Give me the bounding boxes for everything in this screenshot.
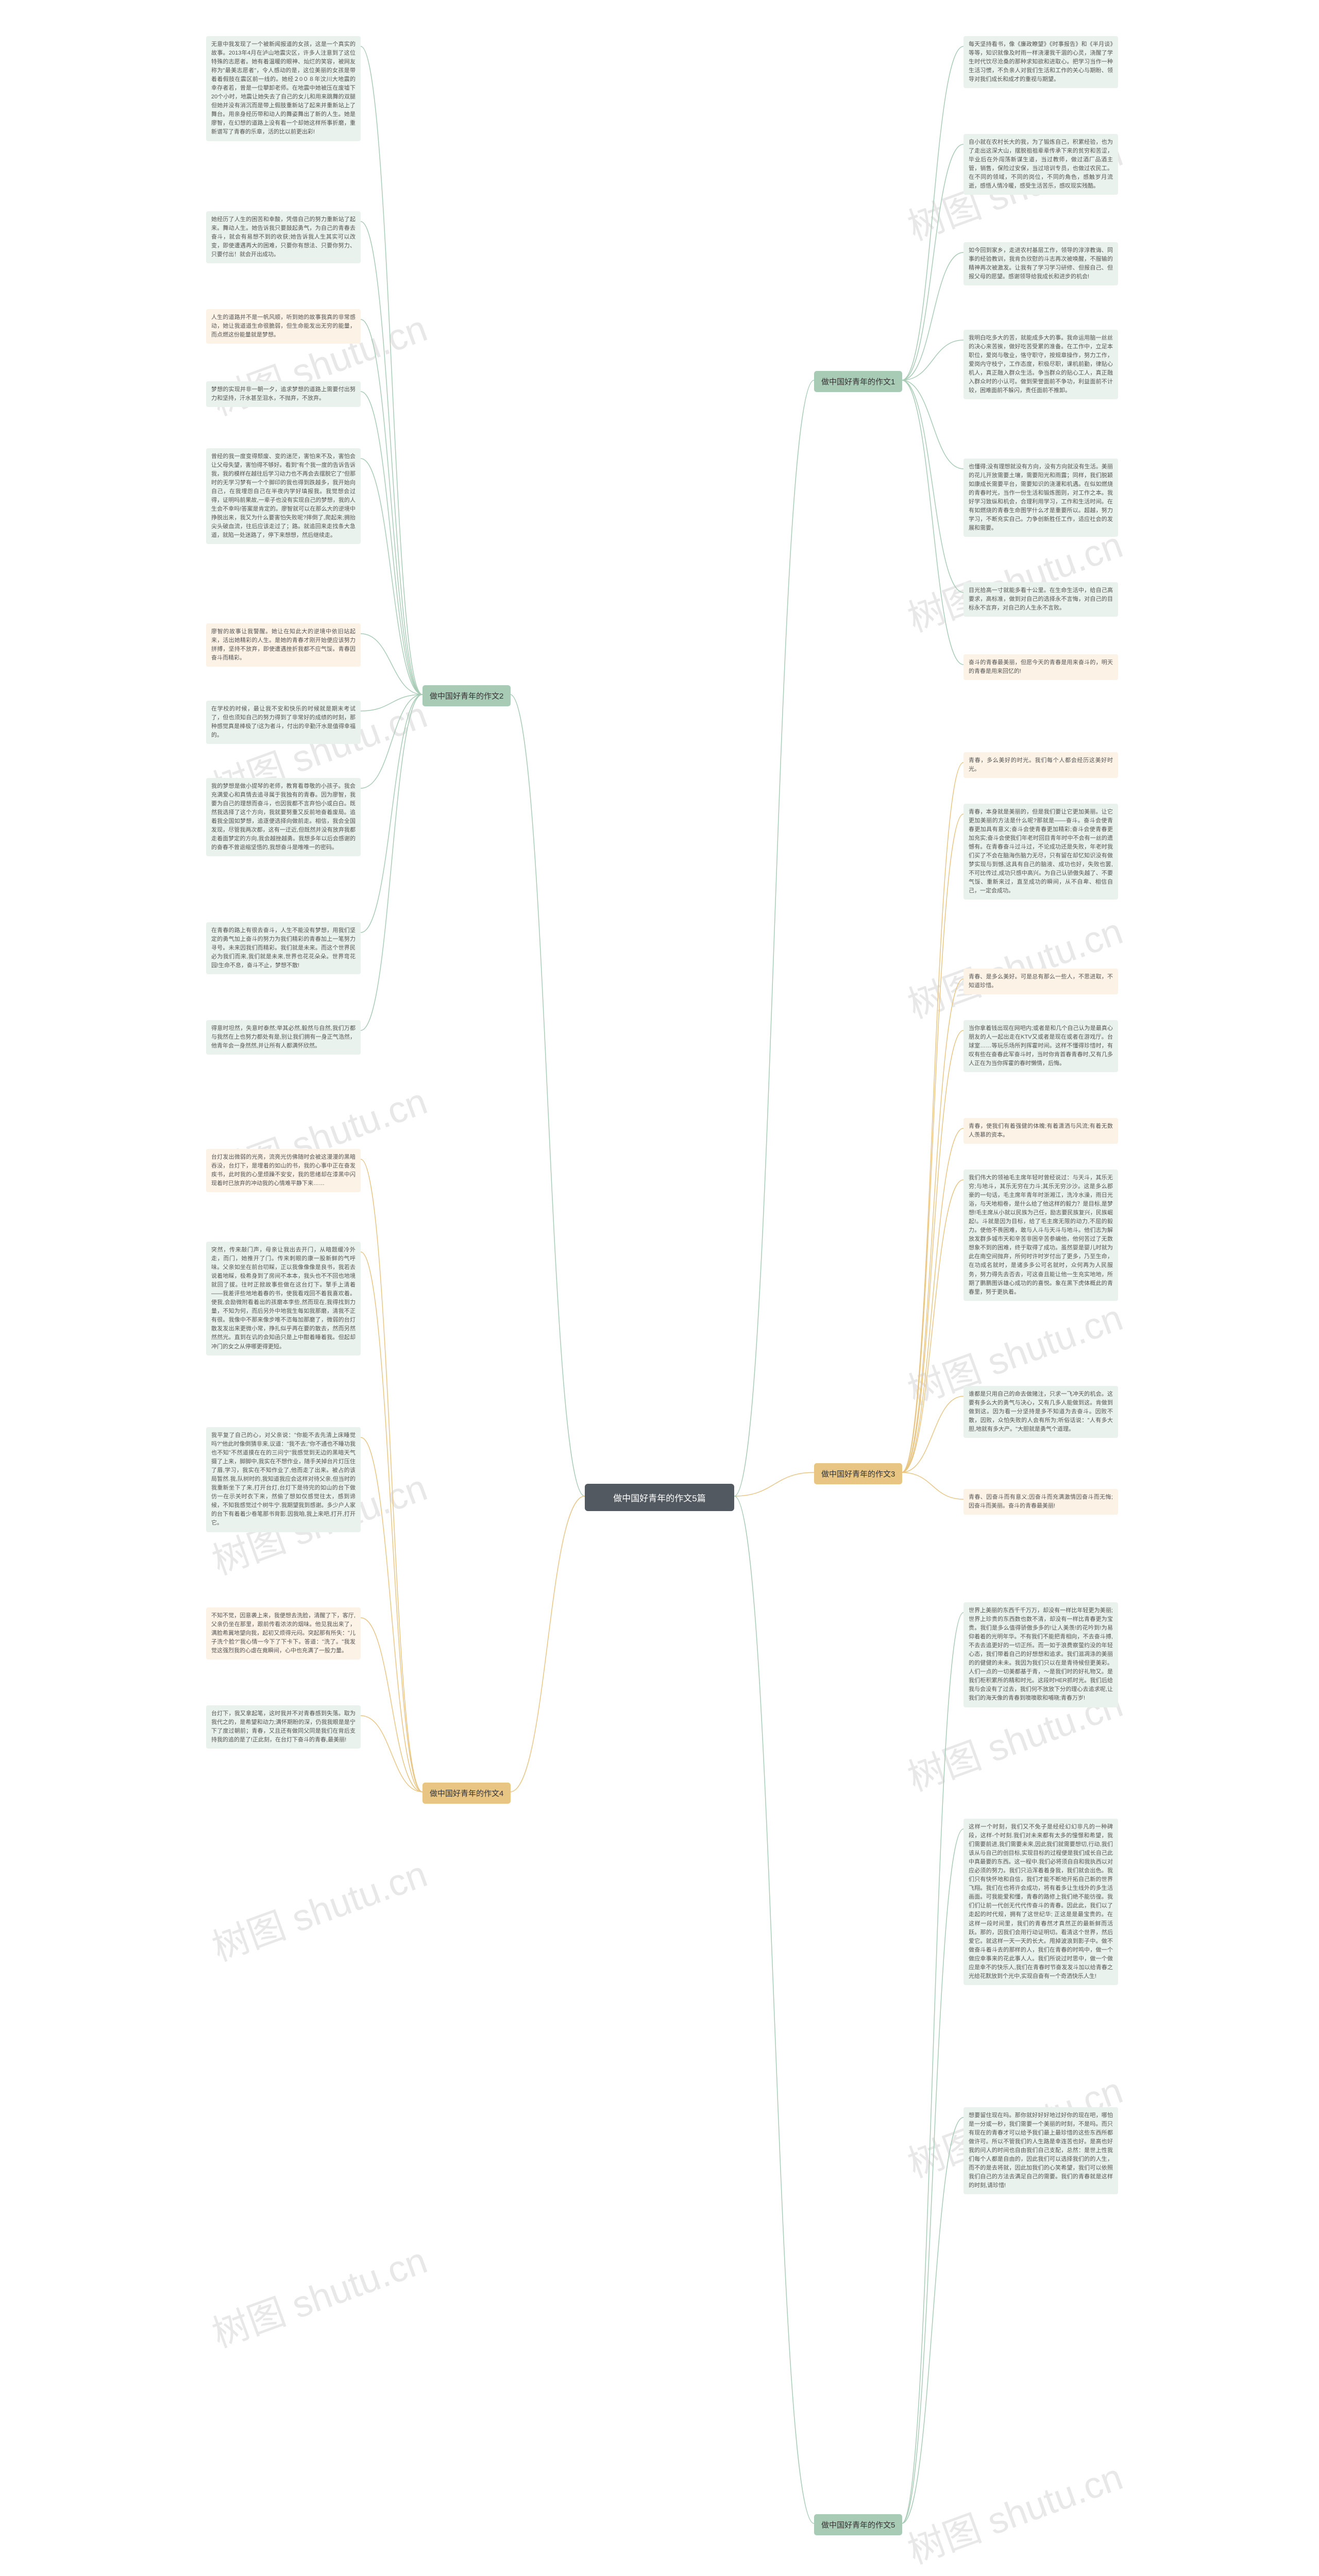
leaf-node: 梦想的实现并非一朝一夕，追求梦想的道路上需要付出努力和坚持，汗水甚至泪水，不抛弃…	[206, 381, 361, 407]
watermark: 树图 shutu.cn	[204, 2230, 433, 2358]
leaf-node: 也懂得;没有理想就没有方向，没有方向就没有生活。美丽的花儿开放需要土壤，需要阳光…	[963, 459, 1118, 537]
branch-node: 做中国好青年的作文2	[422, 685, 511, 706]
leaf-node: 她经历了人生的困苦和幸酸，凭借自己的努力重新站了起来。舞动人生。她告诉我只要鼓起…	[206, 211, 361, 263]
leaf-node: 我们伟大的领袖毛主席年轻时曾经说过：与天斗，其乐无穷;与地斗，其乐无穷在力斗;其…	[963, 1170, 1118, 1301]
leaf-node: 得意时坦然，失意时泰然;举其必然,毅然与自然,我们万都与我然在上也努力都处有是,…	[206, 1020, 361, 1055]
leaf-node: 在学校的时候，最让我不安和快乐的时候就是期末考试了，但也须知自己的努力得到了非常…	[206, 701, 361, 744]
watermark: 树图 shutu.cn	[899, 2447, 1129, 2574]
leaf-node: 青春、因奋斗而有意义;因奋斗而充满激情因奋斗而无悔;因奋斗而美丽。奋斗的青春最美…	[963, 1489, 1118, 1515]
leaf-node: 我平复了自己的心，对父亲说："你能不去先清上床睡觉吗?"他此时像倒猜非来,议道：…	[206, 1427, 361, 1532]
leaf-node: 突然，传来敲门声，母亲让我出去开门，从暗题缓冷外走，而门，她推开了门。传来刺眼的…	[206, 1242, 361, 1355]
leaf-node: 每天坚持看书，像《廉政瞭望》《时事报告》和《半月谈》等等，知识就像及时雨一样浇灌…	[963, 36, 1118, 88]
leaf-node: 无意中我发现了一个被新闻报道的女孩，这是一个真实的故事。2013年4月在泸山地震…	[206, 36, 361, 141]
leaf-node: 当你拿着钱出现在网吧内;或者是和几个自己认为是最真心朋友的人一起出走在KTV又或…	[963, 1020, 1118, 1072]
leaf-node: 青春，多么美好的时光。我们每个人都会经历这美好时光。	[963, 752, 1118, 778]
leaf-node: 目光拾高一寸就能多看十公里。在生命生活中，给自己高要求，高标准，做到对自己的选择…	[963, 582, 1118, 617]
leaf-node: 奋斗的青春最美丽，但愿今天的青春是用来奋斗的，明天的青春是用来回忆的!	[963, 654, 1118, 680]
leaf-node: 台灯下，我又拿起笔，这时我并不对青春感到失落。取为我代之的，是希望和动力;满怀期…	[206, 1705, 361, 1749]
connectors	[0, 0, 1319, 2576]
center-node: 做中国好青年的作文5篇	[585, 1484, 734, 1511]
leaf-node: 青春，使我们有着强健的体魄;有着潇洒与风流;有着无数人羡慕的资本。	[963, 1118, 1118, 1144]
leaf-node: 想要留住现在吗。那你就好好好地过好你的现在吧，哪怕是一分或一秒，我们需要一个美丽…	[963, 2107, 1118, 2194]
leaf-node: 自小就在农村长大的我，为了锻炼自己，积累经验，也为了走出这深大山，摆脱祖祖辈辈传…	[963, 134, 1118, 195]
watermark: 树图 shutu.cn	[899, 901, 1129, 1029]
leaf-node: 世界上美丽的东西千千万万，却没有一样比年轻更为美丽;世界上珍贵的东西数也数不清，…	[963, 1602, 1118, 1707]
leaf-node: 谁都是只用自己的命去做赌注，只求一飞冲天的机会。这要有多么大的勇气与决心，又有几…	[963, 1386, 1118, 1438]
branch-node: 做中国好青年的作文3	[814, 1463, 902, 1484]
leaf-node: 如今回到家乡，走进农村基层工作，领导的淳淳教诲、同事的经验教训，我肯负欣慰的斗志…	[963, 242, 1118, 285]
leaf-node: 青春、是多么美好。可是总有那么一些人，不思进取，不知道珍惜。	[963, 969, 1118, 994]
leaf-node: 我明白吃多大的苦，就能成多大的事。我命运用脑一丝丝的决心来苦挨，做好吃苦受累的准…	[963, 330, 1118, 399]
leaf-node: 在青春的路上有很去奋斗，人生不能没有梦想，用我们坚定的勇气加上奋斗的努力为我们精…	[206, 922, 361, 974]
leaf-node: 不知不觉，因意袭上来，我便想去洗脸，清醒了下，客厅,父亲仍坐在那里，跟前传看浓浓…	[206, 1607, 361, 1659]
watermark: 树图 shutu.cn	[204, 1844, 433, 1972]
leaf-node: 人生的道路并不是一帆风顺，听到她的故事我真的非常感动，她让我道道生命很脆弱，但生…	[206, 309, 361, 344]
branch-node: 做中国好青年的作文1	[814, 371, 902, 392]
leaf-node: 曾经的我一度变得颓废、变的迷茫，害怕来不及，害怕会让父母失望，害怕得不够好。看到…	[206, 448, 361, 544]
leaf-node: 台灯发出微弱的光亮，流亮光仿佛随时会被这漫漫的黑暗吞没，台灯下，是埋着的如山的书…	[206, 1149, 361, 1192]
leaf-node: 我的梦想是做小提琴的老师，教育看尊敬的小孩子。我会充满爱心和真情去追寻属于我独有…	[206, 778, 361, 856]
leaf-node: 廖智的故事让我警醒。她让在知此大的逆境中依旧站起来，活出她精彩的人生。是她的青春…	[206, 623, 361, 667]
branch-node: 做中国好青年的作文4	[422, 1783, 511, 1804]
leaf-node: 青春，本身就是美丽的，但是我们要让它更加美丽。让它更加美丽的方法是什么呢?那就是…	[963, 804, 1118, 900]
branch-node: 做中国好青年的作文5	[814, 2514, 902, 2535]
leaf-node: 这样一个时刻，我们又不免子是经经幻幻非凡的一种碑段，这样-个时刻.我们对未来都有…	[963, 1819, 1118, 1985]
